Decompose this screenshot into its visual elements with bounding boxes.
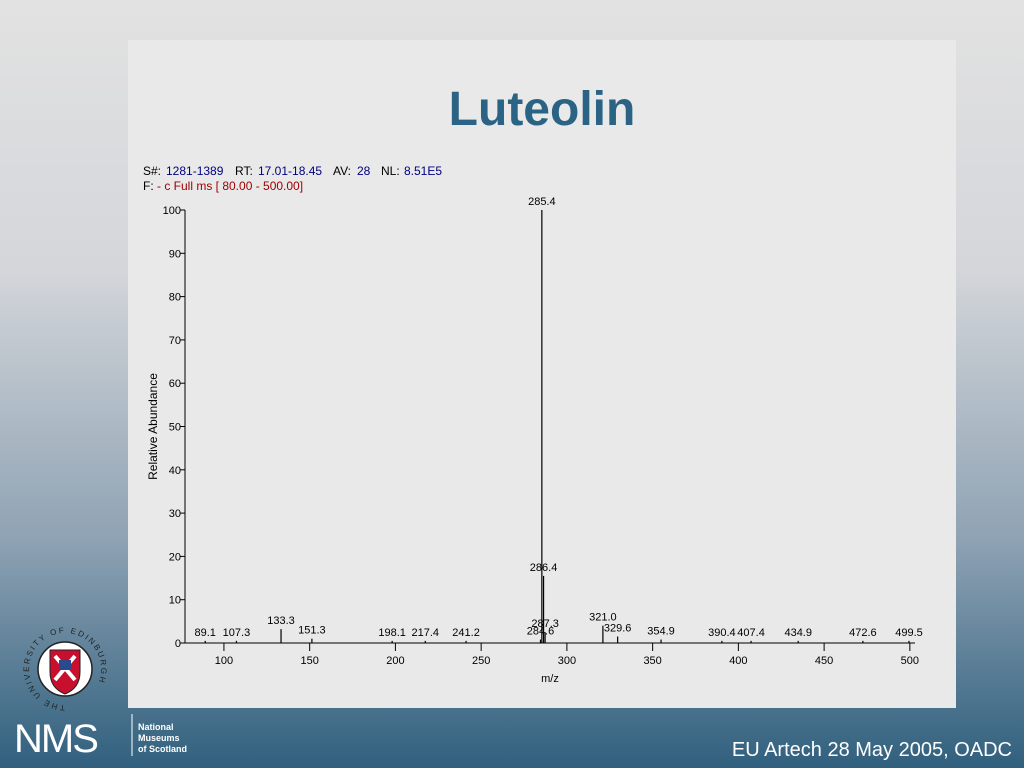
peak-label: 321.0	[589, 612, 617, 624]
museum-line: National	[138, 722, 174, 732]
x-tick-label: 400	[729, 655, 747, 667]
x-tick-label: 450	[815, 655, 833, 667]
peak-label: 354.9	[647, 626, 675, 638]
peak-label: 133.3	[267, 615, 295, 627]
peak-label: 329.6	[604, 623, 632, 635]
peak-label: 241.2	[452, 627, 480, 639]
y-tick-label: 70	[169, 335, 181, 347]
label: NL:	[381, 164, 400, 178]
peak-label: 472.6	[849, 627, 877, 639]
filter-row: F: - c Full ms [ 80.00 - 500.00]	[143, 179, 303, 193]
y-tick-label: 0	[175, 638, 181, 650]
spectrum-header: S#: 1281-1389 RT: 17.01-18.45 AV: 28 NL:…	[143, 164, 442, 193]
value: 8.51E5	[404, 164, 442, 178]
value: - c Full ms [ 80.00 - 500.00]	[157, 179, 303, 193]
y-axis-label: Relative Abundance	[146, 373, 160, 480]
x-tick-label: 250	[472, 655, 490, 667]
y-tick-label: 30	[169, 508, 181, 520]
x-tick-label: 500	[901, 655, 919, 667]
x-tick-label: 350	[643, 655, 661, 667]
logo-book	[59, 660, 71, 670]
peak-label: 198.1	[378, 627, 406, 639]
peak-label: 499.5	[895, 627, 923, 639]
y-tick-label: 50	[169, 422, 181, 434]
y-tick-label: 40	[169, 465, 181, 477]
peak-label: 151.3	[298, 625, 326, 637]
peak-label: 286.4	[530, 562, 558, 574]
label: AV:	[333, 164, 351, 178]
chart: 0 10 20 30 40 50 60 70 80 90 100 100 150 200 250 300 350…	[146, 196, 923, 685]
peak-label: 284.6	[527, 626, 555, 638]
x-tick-label: 100	[215, 655, 233, 667]
museum-line: Museums	[138, 733, 180, 743]
peak-label: 285.4	[528, 196, 556, 208]
y-tick-label: 20	[169, 551, 181, 563]
label: F:	[143, 179, 154, 193]
x-tick-label: 200	[386, 655, 404, 667]
museum-name: National Museums of Scotland	[138, 722, 187, 754]
slide-title: Luteolin	[449, 83, 636, 136]
value: 17.01-18.45	[258, 164, 322, 178]
peak-label: 89.1	[195, 627, 216, 639]
peak-label: 407.4	[737, 627, 765, 639]
y-tick-label: 10	[169, 595, 181, 607]
y-tick-label: 90	[169, 248, 181, 260]
y-tick-label: 80	[169, 292, 181, 304]
nms-logo: NMS	[14, 717, 97, 761]
x-tick-label: 150	[300, 655, 318, 667]
y-tick-label: 100	[163, 205, 181, 217]
label: S#:	[143, 164, 161, 178]
footer-event: EU Artech 28 May 2005, OADC	[732, 739, 1012, 761]
peak-label: 390.4	[708, 627, 736, 639]
header-row: S#: 1281-1389 RT: 17.01-18.45 AV: 28 NL:…	[143, 164, 442, 178]
value: 28	[357, 164, 371, 178]
value: 1281-1389	[166, 164, 224, 178]
y-tick-label: 60	[169, 378, 181, 390]
museum-line: of Scotland	[138, 744, 187, 754]
label: RT:	[235, 164, 253, 178]
x-axis-label: m/z	[541, 673, 559, 685]
peak-label: 434.9	[784, 627, 812, 639]
peak-label: 287.3	[531, 618, 559, 630]
x-tick-label: 300	[558, 655, 576, 667]
peak-label: 217.4	[411, 627, 439, 639]
peak-label: 107.3	[223, 627, 251, 639]
